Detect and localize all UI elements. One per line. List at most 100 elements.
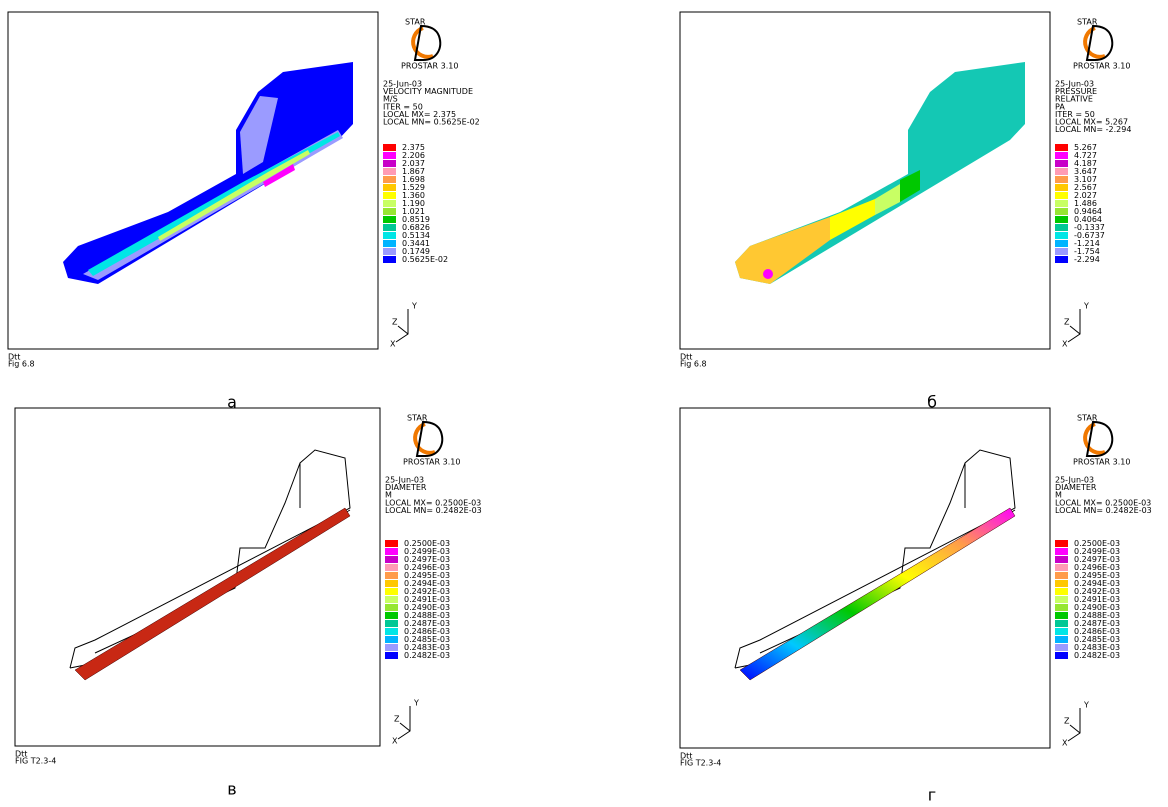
legend-swatch <box>1055 604 1068 611</box>
legend-swatch <box>383 160 396 167</box>
legend-swatch <box>383 192 396 199</box>
legend-swatch <box>1055 168 1068 175</box>
legend-swatch <box>383 184 396 191</box>
particle-tracks <box>740 508 1015 680</box>
legend-swatch <box>1055 176 1068 183</box>
legend-swatch <box>1055 224 1068 231</box>
legend-label: -2.294 <box>1074 255 1100 264</box>
legend-swatch <box>1055 192 1068 199</box>
legend-swatch <box>385 604 398 611</box>
axis-label: X <box>1062 739 1068 748</box>
legend-swatch <box>385 580 398 587</box>
logo-star: STAR <box>1077 18 1098 27</box>
legend-swatch <box>1055 160 1068 167</box>
legend-swatch <box>1055 240 1068 247</box>
viewport-frame <box>15 408 380 746</box>
legend-swatch <box>1055 256 1068 263</box>
legend-swatch <box>383 232 396 239</box>
flow-band <box>158 150 310 241</box>
panel-caption: а <box>227 393 237 412</box>
legend-swatch <box>1055 556 1068 563</box>
axis-triad <box>400 723 410 731</box>
legend-label: 0.2482E-03 <box>404 651 450 660</box>
legend-swatch <box>1055 208 1068 215</box>
legend-swatch <box>385 556 398 563</box>
axis-label: Y <box>411 302 417 311</box>
legend-swatch <box>1055 144 1068 151</box>
legend-swatch <box>385 620 398 627</box>
legend-swatch <box>1055 628 1068 635</box>
legend-swatch <box>1055 548 1068 555</box>
legend-swatch <box>383 240 396 247</box>
logo-star: STAR <box>405 18 426 27</box>
footer-line: Fig 6.8 <box>8 360 35 369</box>
legend-swatch <box>383 248 396 255</box>
wireframe <box>70 450 350 668</box>
info-line: LOCAL MN= 0.2482E-03 <box>1055 506 1152 515</box>
viewport-frame <box>8 12 378 349</box>
panel: STARPROSTAR 3.1025-Jun-03PRESSURERELATIV… <box>680 12 1131 412</box>
footer-line: Fig 6.8 <box>680 360 707 369</box>
footer-line: FIG T2.3-4 <box>15 757 56 766</box>
legend-swatch <box>1055 232 1068 239</box>
legend-swatch <box>1055 540 1068 547</box>
axis-label: Y <box>1083 701 1089 710</box>
axis-label: Y <box>1083 302 1089 311</box>
legend-swatch <box>383 200 396 207</box>
legend-swatch <box>385 540 398 547</box>
wireframe <box>735 450 1015 668</box>
panel-caption: б <box>927 393 937 412</box>
legend-swatch <box>1055 564 1068 571</box>
logo-version: PROSTAR 3.10 <box>401 62 458 71</box>
legend-swatch <box>385 652 398 659</box>
axis-triad <box>1068 708 1080 741</box>
particle-tracks <box>75 508 350 680</box>
info-line: LOCAL MN= 0.5625E-02 <box>383 118 480 127</box>
axis-triad <box>398 706 410 739</box>
legend-swatch <box>1055 216 1068 223</box>
axis-triad <box>1068 309 1080 342</box>
axis-triad <box>398 326 408 334</box>
legend-swatch <box>385 636 398 643</box>
legend-swatch <box>385 564 398 571</box>
axis-triad <box>1070 725 1080 733</box>
figure: STARPROSTAR 3.1025-Jun-03VELOCITY MAGNIT… <box>0 0 1168 807</box>
logo-version: PROSTAR 3.10 <box>403 458 460 467</box>
legend-swatch <box>383 256 396 263</box>
legend-swatch <box>1055 588 1068 595</box>
legend-swatch <box>1055 636 1068 643</box>
legend-label: 0.5625E-02 <box>402 255 448 264</box>
legend-swatch <box>385 588 398 595</box>
legend-swatch <box>383 176 396 183</box>
legend-swatch <box>385 644 398 651</box>
geometry <box>63 62 353 284</box>
legend-swatch <box>1055 152 1068 159</box>
panel-caption: в <box>227 780 236 799</box>
logo-star: STAR <box>407 414 428 423</box>
axis-label: Z <box>1064 717 1070 726</box>
legend-swatch <box>1055 620 1068 627</box>
legend-swatch <box>1055 596 1068 603</box>
legend-swatch <box>1055 652 1068 659</box>
viewport-frame <box>680 12 1050 349</box>
info-line: LOCAL MN= 0.2482E-03 <box>385 506 482 515</box>
legend-swatch <box>383 216 396 223</box>
pressure-spot <box>763 269 773 279</box>
legend-swatch <box>1055 572 1068 579</box>
legend-swatch <box>383 224 396 231</box>
axis-label: Y <box>413 699 419 708</box>
legend-swatch <box>1055 248 1068 255</box>
legend-swatch <box>383 208 396 215</box>
legend-swatch <box>383 144 396 151</box>
axis-label: Z <box>394 715 400 724</box>
legend-swatch <box>383 168 396 175</box>
legend-swatch <box>1055 644 1068 651</box>
logo-version: PROSTAR 3.10 <box>1073 62 1130 71</box>
axis-label: X <box>1062 340 1068 349</box>
legend-swatch <box>383 152 396 159</box>
panel-caption: г <box>928 786 936 805</box>
panel: STARPROSTAR 3.1025-Jun-03DIAMETERMLOCAL … <box>15 408 482 799</box>
legend-swatch <box>1055 580 1068 587</box>
axis-triad <box>396 309 408 342</box>
